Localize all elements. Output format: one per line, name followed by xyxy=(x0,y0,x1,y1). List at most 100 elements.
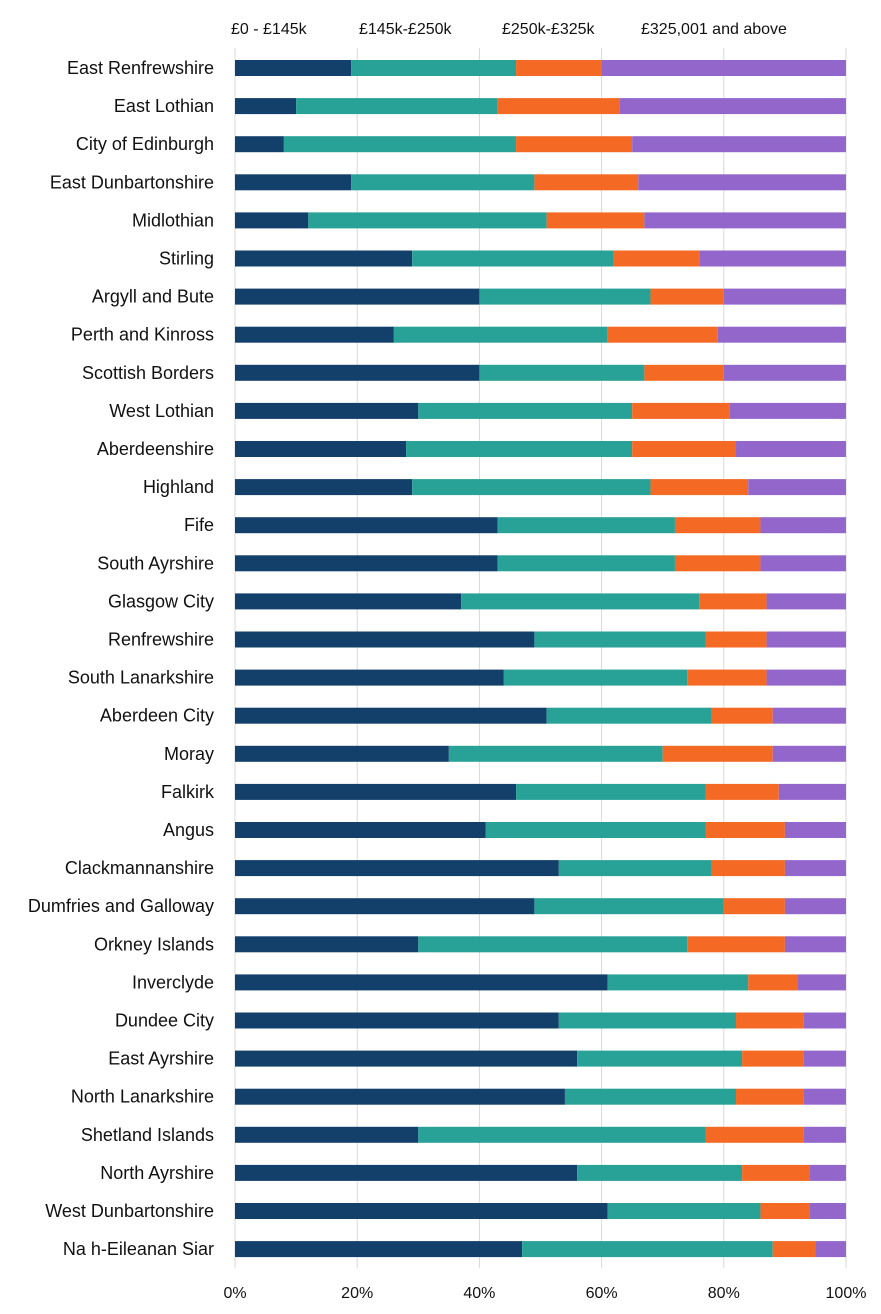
category-label: North Lanarkshire xyxy=(71,1087,214,1107)
bar-segment-s0 xyxy=(235,822,486,838)
bar-segment-s1 xyxy=(418,402,633,419)
bar-segment-s3 xyxy=(778,783,846,800)
bar-segment-s1 xyxy=(522,1241,773,1258)
bar-segment-s0 xyxy=(235,1164,578,1181)
bar-segment-s0 xyxy=(235,860,559,877)
category-label: Perth and Kinross xyxy=(71,325,214,345)
bar-segment-s3 xyxy=(772,707,846,724)
bar-segment-s3 xyxy=(803,1088,846,1105)
bar-segment-s0 xyxy=(235,631,535,648)
legend: £0 - £145k £145k-£250k £250k-£325k £325,001… xyxy=(231,21,787,38)
bar-segment-s1 xyxy=(418,936,688,953)
bar-segment-s1 xyxy=(577,1164,743,1181)
bar-segment-s2 xyxy=(632,441,737,457)
bar-segment-s1 xyxy=(577,1050,743,1067)
bar-segment-s3 xyxy=(809,1203,846,1219)
bar-segment-s2 xyxy=(723,898,785,915)
bar-segment-s2 xyxy=(711,707,773,724)
bar-segment-s2 xyxy=(736,1012,804,1029)
legend-entry: £250k-£325k xyxy=(502,21,596,38)
bar-segment-s1 xyxy=(485,822,706,838)
bar-segment-s2 xyxy=(516,60,602,76)
bar-segment-s2 xyxy=(546,212,645,229)
bar-segment-s3 xyxy=(619,98,846,115)
category-label: Dundee City xyxy=(115,1011,214,1031)
bar-segment-s2 xyxy=(674,517,761,534)
bar-segment-s3 xyxy=(723,288,846,305)
bar-segment-s1 xyxy=(393,326,608,343)
bar-segment-s3 xyxy=(784,822,846,838)
bars xyxy=(235,60,846,1258)
x-tick-label: 40% xyxy=(463,1285,495,1302)
bar-segment-s1 xyxy=(479,364,645,381)
bar-segment-s2 xyxy=(650,479,749,496)
bar-segment-s1 xyxy=(497,555,675,572)
category-label: Dumfries and Galloway xyxy=(28,896,214,916)
grid-lines xyxy=(234,48,847,1268)
x-tick-label: 60% xyxy=(586,1285,618,1302)
bar-segment-s2 xyxy=(644,364,724,381)
bar-segment-s3 xyxy=(766,593,846,610)
category-label: Argyll and Bute xyxy=(92,287,214,307)
bar-segment-s2 xyxy=(705,1126,804,1143)
category-label: Clackmannanshire xyxy=(65,858,214,878)
bar-segment-s1 xyxy=(418,1126,706,1143)
x-tick-label: 20% xyxy=(341,1285,373,1302)
bar-segment-s2 xyxy=(687,936,785,953)
bar-segment-s3 xyxy=(815,1241,846,1258)
bar-segment-s2 xyxy=(742,1050,804,1067)
category-label: Renfrewshire xyxy=(108,630,214,650)
bar-segment-s1 xyxy=(283,136,517,153)
bar-segment-s2 xyxy=(607,326,718,343)
category-label: Aberdeenshire xyxy=(97,439,214,459)
bar-segment-s3 xyxy=(809,1164,846,1181)
category-label: East Ayrshire xyxy=(108,1049,214,1069)
bar-segment-s3 xyxy=(632,136,846,153)
bar-segment-s2 xyxy=(650,288,724,305)
bar-segment-s3 xyxy=(760,517,846,534)
bar-segment-s0 xyxy=(235,212,309,229)
bar-segment-s0 xyxy=(235,555,498,572)
bar-segment-s0 xyxy=(235,136,284,153)
bar-segment-s1 xyxy=(412,250,614,267)
bar-segment-s2 xyxy=(662,745,773,762)
bar-segment-s3 xyxy=(736,441,846,457)
bar-segment-s2 xyxy=(497,98,620,115)
bar-segment-s1 xyxy=(534,631,706,648)
category-label: Highland xyxy=(143,477,214,497)
category-label: West Dunbartonshire xyxy=(45,1201,214,1221)
bar-segment-s0 xyxy=(235,326,394,343)
bar-segment-s2 xyxy=(705,822,785,838)
bar-segment-s1 xyxy=(607,974,749,991)
bar-segment-s0 xyxy=(235,898,535,915)
bar-segment-s0 xyxy=(235,745,449,762)
bar-segment-s3 xyxy=(638,174,846,191)
bar-segment-s1 xyxy=(558,860,712,877)
bar-segment-s3 xyxy=(803,1012,846,1029)
bar-segment-s2 xyxy=(705,783,779,800)
bar-segment-s1 xyxy=(308,212,547,229)
category-label: Scottish Borders xyxy=(82,363,214,383)
bar-segment-s1 xyxy=(607,1203,761,1219)
category-label: South Lanarkshire xyxy=(68,668,214,688)
category-label: Na h-Eileanan Siar xyxy=(63,1239,214,1259)
bar-segment-s2 xyxy=(687,669,767,686)
bar-segment-s0 xyxy=(235,1241,523,1258)
bar-segment-s1 xyxy=(448,745,663,762)
bar-segment-s0 xyxy=(235,1012,559,1029)
bar-segment-s0 xyxy=(235,783,517,800)
category-label: Moray xyxy=(164,744,214,764)
bar-segment-s1 xyxy=(503,669,688,686)
bar-segment-s0 xyxy=(235,288,480,305)
bar-segment-s2 xyxy=(516,136,633,153)
bar-segment-s0 xyxy=(235,974,608,991)
bar-segment-s3 xyxy=(803,1126,846,1143)
bar-segment-s3 xyxy=(803,1050,846,1067)
bar-segment-s0 xyxy=(235,441,407,457)
bar-segment-s1 xyxy=(351,174,535,191)
bar-segment-s3 xyxy=(729,402,846,419)
category-label: Inverclyde xyxy=(132,972,214,992)
bar-segment-s2 xyxy=(699,593,767,610)
bar-segment-s3 xyxy=(784,860,846,877)
